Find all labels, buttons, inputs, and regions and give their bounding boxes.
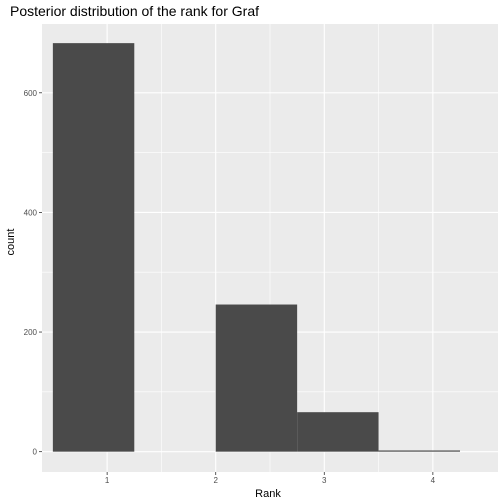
y-tick-label: 600 xyxy=(24,89,38,98)
y-axis-label: count xyxy=(5,229,17,256)
histogram-bar xyxy=(379,450,460,451)
x-tick-label: 1 xyxy=(105,476,110,485)
histogram-bar xyxy=(297,412,378,451)
x-axis-label: Rank xyxy=(255,488,281,500)
y-tick-label: 400 xyxy=(24,208,38,217)
y-tick-label: 0 xyxy=(33,448,38,457)
histogram-bar xyxy=(53,43,134,452)
y-axis-ticks: 0 200 400 600 xyxy=(24,89,42,457)
y-tick-label: 200 xyxy=(24,328,38,337)
x-tick-label: 3 xyxy=(322,476,327,485)
histogram-bar xyxy=(216,305,297,452)
x-tick-label: 4 xyxy=(431,476,436,485)
chart-title: Posterior distribution of the rank for G… xyxy=(10,3,259,19)
x-tick-label: 2 xyxy=(213,476,218,485)
x-axis-ticks: 1 2 3 4 xyxy=(105,472,436,485)
